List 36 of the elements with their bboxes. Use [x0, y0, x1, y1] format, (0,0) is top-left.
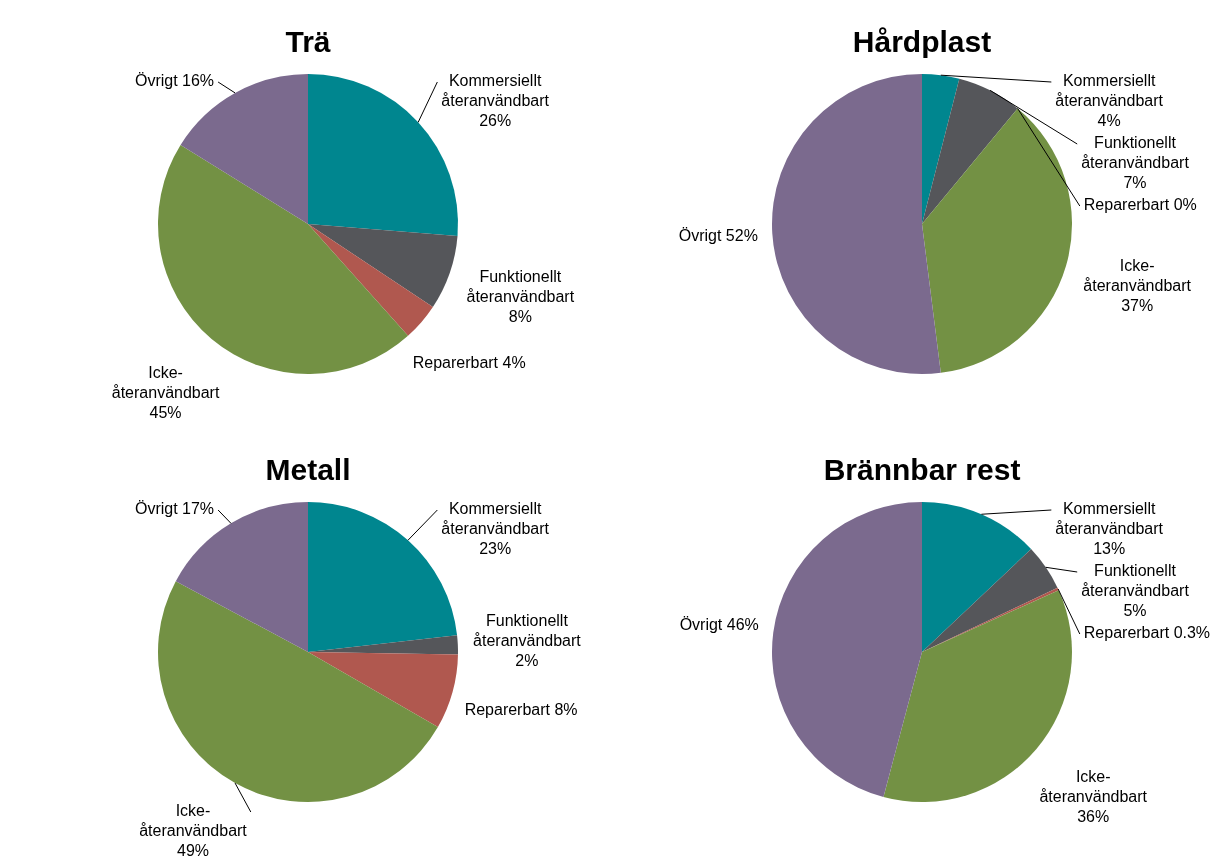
- data-label: 2%: [515, 651, 539, 669]
- slice-label: Icke-återanvändbart: [1083, 256, 1192, 294]
- chart-title: Hårdplast: [852, 25, 992, 59]
- slice-label: Övrigt 16%: [134, 72, 215, 90]
- data-label: 26%: [479, 112, 512, 130]
- slice-label: Reparerbart 4%: [412, 354, 526, 372]
- slice-label: Funktionellt återanvändbart: [473, 611, 582, 649]
- slice-label: Icke-återanvändbart: [1039, 767, 1148, 805]
- slice-label: Övrigt 17%: [134, 500, 215, 518]
- slice-label: Kommersiellt återanvändbart: [1055, 500, 1164, 538]
- data-label: 13%: [1093, 540, 1126, 558]
- chart-title: Brännbar rest: [823, 453, 1021, 487]
- data-label: 36%: [1077, 807, 1110, 825]
- data-label: 7%: [1123, 174, 1147, 192]
- slice-label: Icke-återanvändbart: [111, 364, 220, 402]
- data-label: 8%: [508, 307, 532, 325]
- data-label: 5%: [1123, 602, 1147, 620]
- slice-label: Reparerbart 0.3%: [1083, 624, 1211, 642]
- data-label: 23%: [479, 540, 512, 558]
- slice-label: Funktionellt återanvändbart: [1081, 562, 1190, 600]
- slice-label: Kommersiellt återanvändbart: [441, 500, 550, 538]
- slice-label: Icke-återanvändbart: [139, 802, 248, 840]
- slice-label: Kommersiellt återanvändbart: [1055, 72, 1164, 110]
- data-label: 4%: [1097, 112, 1121, 130]
- data-label: 49%: [176, 842, 210, 860]
- category-label: Reparerbart 0%: [1083, 196, 1197, 214]
- chart-title: Metall: [265, 453, 351, 487]
- slice-label: Reparerbart 8%: [464, 701, 578, 719]
- slice-label: Övrigt 52%: [678, 227, 758, 245]
- slice-label: Funktionellt återanvändbart: [466, 267, 575, 305]
- slice-label: Funktionellt återanvändbart: [1081, 134, 1190, 172]
- slice-label: Övrigt 46%: [679, 615, 759, 633]
- chart-title: Trä: [285, 25, 331, 59]
- slice-label: Kommersiellt återanvändbart: [441, 72, 550, 110]
- data-label: 45%: [149, 404, 182, 422]
- data-label: 37%: [1121, 296, 1154, 314]
